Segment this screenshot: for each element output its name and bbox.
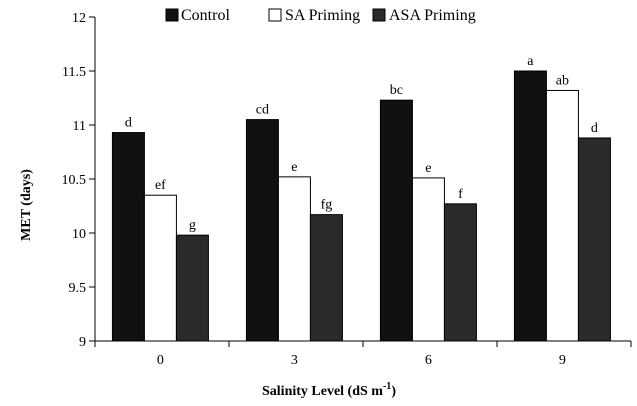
legend-swatch-control [165,8,179,22]
bar [111,132,145,342]
y-tick-label: 11.5 [62,65,86,80]
bar [411,177,445,342]
bar [545,89,579,342]
y-tick-label: 9.5 [69,281,87,296]
y-tick-label: 9 [79,335,86,350]
legend-swatch-asa-priming [372,8,386,22]
x-tick-label: 3 [291,353,298,368]
bar [245,119,279,342]
legend-label-control: Control [181,7,230,24]
x-axis-title: Salinity Level (dS m-1) [262,381,396,399]
bar [443,203,477,342]
legend-label-sa-priming: SA Priming [285,7,360,24]
bar-letter-label: fg [321,198,333,213]
bar [577,137,611,342]
y-axis-title: MET (days) [19,169,34,241]
legend: Control SA Priming ASA Priming [165,7,476,24]
y-axis-ticks: 9 9.5 10 10.5 11 11.5 12 [62,11,95,350]
y-tick-label: 12 [72,11,86,26]
bar-letter-label: a [527,54,534,69]
y-tick-label: 11 [73,119,86,134]
x-tick-label: 6 [425,353,432,368]
bar [379,99,413,342]
legend-label-asa-priming: ASA Priming [389,7,476,24]
bar-letter-label: f [458,187,463,202]
bar-letter-label: d [591,121,598,136]
bar [143,194,177,342]
bar [513,70,547,342]
legend-swatch-sa-priming [268,8,282,22]
bar-letter-label: bc [390,83,403,98]
x-axis-ticks: 0 3 6 9 [94,341,632,368]
bar-letter-label: ab [556,73,569,88]
bar-letter-label: ef [155,178,166,193]
bar-letter-label: d [125,116,132,131]
bar-letter-label: g [189,218,196,233]
bar [277,176,311,342]
y-tick-label: 10 [72,227,86,242]
bar-letter-label: e [291,160,297,175]
bar-letter-label: e [425,161,431,176]
x-tick-label: 9 [559,353,566,368]
bar-letter-label: cd [256,103,269,118]
bar [309,214,343,342]
y-tick-label: 10.5 [62,173,87,188]
bar [175,234,209,342]
bars [111,70,611,342]
x-tick-label: 0 [157,353,164,368]
